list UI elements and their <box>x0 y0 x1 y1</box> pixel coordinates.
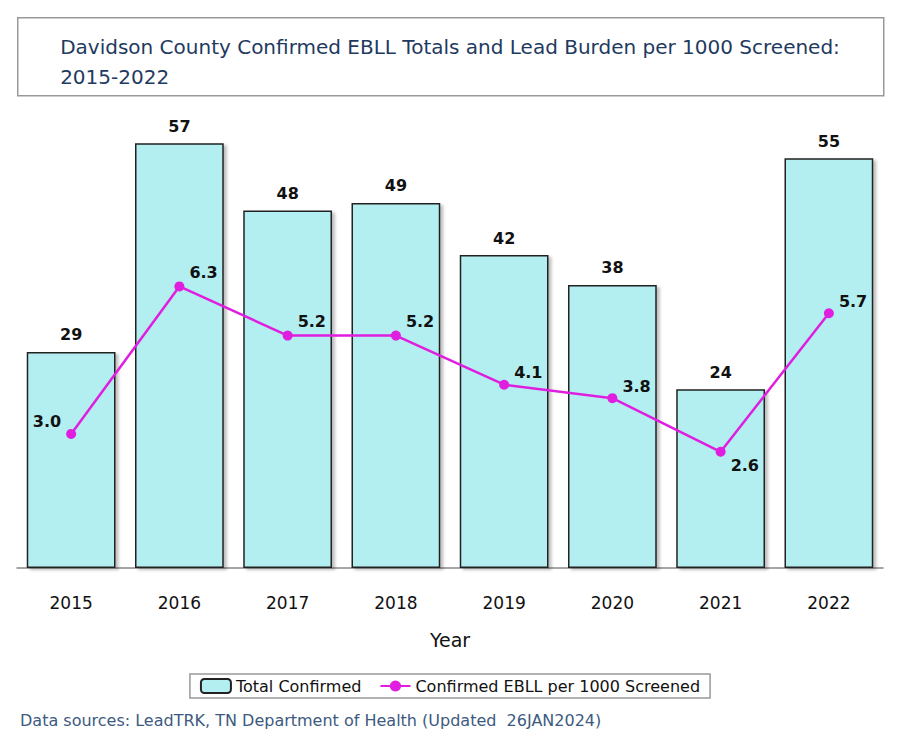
svg-text:38: 38 <box>601 258 623 277</box>
svg-text:Year: Year <box>429 629 470 651</box>
svg-text:Davidson County Confirmed EBLL: Davidson County Confirmed EBLL Totals an… <box>60 35 840 59</box>
svg-text:48: 48 <box>276 184 298 203</box>
svg-text:2020: 2020 <box>591 593 634 613</box>
svg-text:29: 29 <box>60 325 82 344</box>
svg-text:2017: 2017 <box>266 593 309 613</box>
svg-text:55: 55 <box>818 132 840 151</box>
svg-text:2018: 2018 <box>374 593 417 613</box>
svg-text:2015: 2015 <box>49 593 92 613</box>
svg-text:Data sources: LeadTRK, TN Depa: Data sources: LeadTRK, TN Department of … <box>20 711 601 730</box>
svg-text:2021: 2021 <box>699 593 742 613</box>
svg-text:5.7: 5.7 <box>839 292 867 311</box>
svg-text:Total Confirmed: Total Confirmed <box>235 677 362 696</box>
svg-text:2015-2022: 2015-2022 <box>60 65 169 89</box>
svg-text:2.6: 2.6 <box>731 456 759 475</box>
svg-text:4.1: 4.1 <box>514 363 542 382</box>
svg-text:49: 49 <box>385 176 407 195</box>
svg-text:2016: 2016 <box>158 593 201 613</box>
svg-text:57: 57 <box>168 117 190 136</box>
svg-text:Confirmed EBLL per 1000 Screen: Confirmed EBLL per 1000 Screened <box>415 677 700 696</box>
svg-text:5.2: 5.2 <box>298 312 326 331</box>
svg-text:42: 42 <box>493 229 515 248</box>
svg-text:5.2: 5.2 <box>406 312 434 331</box>
svg-text:24: 24 <box>709 363 731 382</box>
svg-text:3.0: 3.0 <box>33 412 61 431</box>
svg-text:6.3: 6.3 <box>189 263 217 282</box>
svg-text:2019: 2019 <box>482 593 525 613</box>
svg-text:2022: 2022 <box>807 593 850 613</box>
svg-text:3.8: 3.8 <box>622 377 650 396</box>
